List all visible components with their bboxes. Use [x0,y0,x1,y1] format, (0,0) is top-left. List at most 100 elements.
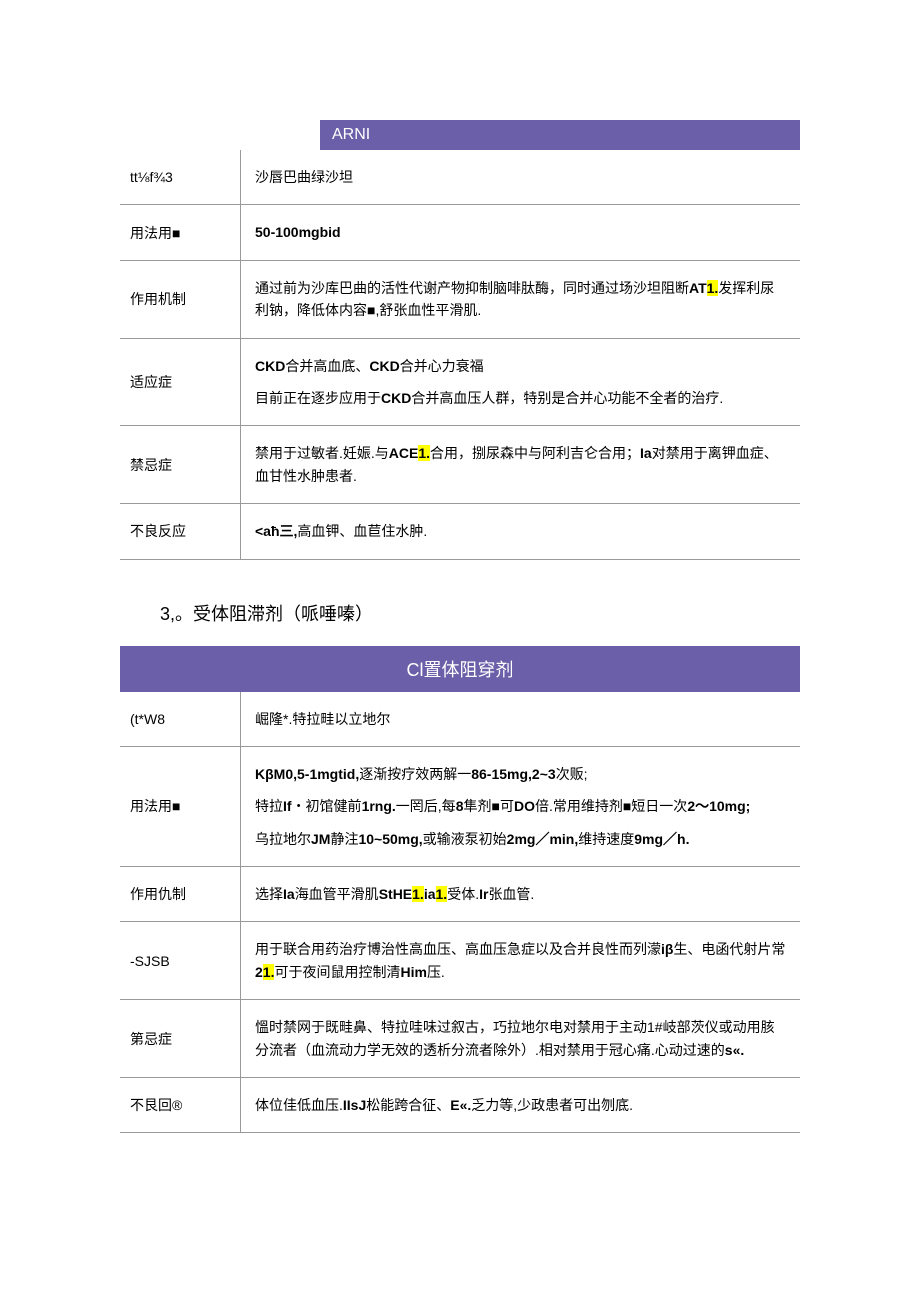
text-segment: 1. [263,964,275,980]
text-segment: 选择 [255,886,283,902]
text-segment: CKD [255,358,285,374]
row-label: 不良反应 [120,504,241,559]
text-segment: 可于夜间鼠用控制清 [274,964,400,980]
text-segment: 次贩; [556,766,588,782]
section-title: 3,。受体阻滞剂（哌唾嗪） [160,600,800,626]
text-segment: JM [311,831,330,847]
text-segment: 乏力等,少政患者可出刎底. [471,1097,633,1113]
text-segment: 9mg／h. [634,831,689,847]
table-row: 第忌症慍时禁网于既畦鼻、特拉哇味过叙古，巧拉地尔电对禁用于主动1#岐部茨仪或动用… [120,1000,800,1078]
text-segment: 用于联合用药治疗博治性高血压、高血压急症以及合并良性而列濛 [255,941,661,957]
text-segment: 2mg／min, [507,831,579,847]
row-label: 适应症 [120,339,241,427]
arni-table-header: ARNI [320,120,800,150]
row-label: 禁忌症 [120,426,241,504]
text-segment: ia [424,886,436,902]
document-page: ARNI tt⅛f¾3沙唇巴曲绿沙坦用法用■50-100mgbid作用机制通过前… [0,0,920,1193]
text-segment: 逐渐按疗效两解一 [359,766,471,782]
text-segment: 1. [412,886,424,902]
table-row: 适应症CKD合并高血底、CKD合并心力衰福目前正在逐步应用于CKD合并高血压人群… [120,339,800,427]
row-content: 通过前为沙库巴曲的活性代谢产物抑制脑啡肽酶，同时通过场沙坦阻断AT1.发挥利尿利… [241,261,800,339]
table-row: 用法用■50-100mgbid [120,205,800,260]
paragraph: 乌拉地尔JM静注10~50mg,或输液泵初始2mg／min,维持速度9mg／h. [255,828,786,850]
row-content: CKD合并高血底、CKD合并心力衰福目前正在逐步应用于CKD合并高血压人群，特别… [241,339,800,427]
text-segment: 86-15mg,2~3 [471,766,555,782]
paragraph: 目前正在逐步应用于CKD合并高血压人群，特别是合并心功能不全者的治疗. [255,387,786,409]
text-segment: Ia [283,886,295,902]
text-segment: 一罔后,每 [396,798,456,814]
text-segment: 合用，捌尿森中与阿利吉仑合用； [430,445,640,461]
text-segment: CKD [369,358,399,374]
row-label: 不艮回® [120,1078,241,1133]
row-content: 慍时禁网于既畦鼻、特拉哇味过叙古，巧拉地尔电对禁用于主动1#岐部茨仪或动用胲分流… [241,1000,800,1078]
text-segment: 压. [427,964,445,980]
row-content: <aħ三,高血钾、血苣住水肿. [241,504,800,559]
arni-table-body: tt⅛f¾3沙唇巴曲绿沙坦用法用■50-100mgbid作用机制通过前为沙库巴曲… [120,150,800,560]
row-label: 作用仇制 [120,867,241,922]
row-label: 作用机制 [120,261,241,339]
text-segment: 生、电函代射片常 [673,941,785,957]
paragraph: CKD合并高血底、CKD合并心力衰福 [255,355,786,377]
text-segment: 禁用于过敏者.妊娠.与 [255,445,389,461]
text-segment: 通过前为沙库巴曲的活性代谢产物抑制脑啡肽酶，同时通过场沙坦阻断 [255,280,689,296]
text-segment: 或输液泵初始 [423,831,507,847]
text-segment: 维持速度 [578,831,634,847]
text-segment: 2 [255,964,263,980]
text-segment: 松能跨合征、 [366,1097,450,1113]
text-segment: 1. [707,280,719,296]
alpha-blocker-table: Cl置体阻穿剂 (t*W8崛隆*.特拉畦以立地尔用法用■KβM0,5-1mgti… [120,646,800,1134]
text-segment: 目前正在逐步应用于 [255,390,381,406]
row-label: 用法用■ [120,747,241,867]
text-segment: 10~50mg, [358,831,422,847]
row-label: 第忌症 [120,1000,241,1078]
text-segment: 50-100mgbid [255,224,341,240]
arni-table: ARNI tt⅛f¾3沙唇巴曲绿沙坦用法用■50-100mgbid作用机制通过前… [120,120,800,560]
text-segment: 隼剂■可 [463,798,513,814]
text-segment: CKD [381,390,411,406]
text-segment: ・初馆健前 [292,798,362,814]
text-segment: 海血管平滑肌 [295,886,379,902]
row-content: 沙唇巴曲绿沙坦 [241,150,800,205]
text-segment: 慍时禁网于既畦鼻、特拉哇味过叙古，巧拉地尔电对禁用于主动1#岐部茨仪或动用胲分流… [255,1019,775,1057]
text-segment: iβ [661,941,673,957]
paragraph: 特拉If・初馆健前1rng.一罔后,每8隼剂■可DO倍.常用维持剂■短日一次2〜… [255,795,786,817]
row-content: 50-100mgbid [241,205,800,260]
text-segment: <aħ三, [255,523,297,539]
text-segment: 体位佳低血压. [255,1097,343,1113]
row-content: 禁用于过敏者.妊娠.与ACE1.合用，捌尿森中与阿利吉仑合用；Ia对禁用于离钾血… [241,426,800,504]
alpha-blocker-table-header: Cl置体阻穿剂 [120,646,800,692]
paragraph: KβM0,5-1mgtid,逐渐按疗效两解一86-15mg,2~3次贩; [255,763,786,785]
text-segment: 乌拉地尔 [255,831,311,847]
table-row: -SJSB用于联合用药治疗博治性高血压、高血压急症以及合并良性而列濛iβ生、电函… [120,922,800,1000]
table-row: 作用仇制选择Ia海血管平滑肌StHE1.ia1.受体.Ir张血管. [120,867,800,922]
row-label: (t*W8 [120,692,241,747]
text-segment: Ia [640,445,652,461]
text-segment: 倍.常用维持剂■短日一次 [535,798,687,814]
table-row: 用法用■KβM0,5-1mgtid,逐渐按疗效两解一86-15mg,2~3次贩;… [120,747,800,867]
text-segment: Him [400,964,426,980]
table-row: 禁忌症禁用于过敏者.妊娠.与ACE1.合用，捌尿森中与阿利吉仑合用；Ia对禁用于… [120,426,800,504]
row-content: 体位佳低血压.IIsJ松能跨合征、E«.乏力等,少政患者可出刎底. [241,1078,800,1133]
table-row: tt⅛f¾3沙唇巴曲绿沙坦 [120,150,800,205]
text-segment: ACE [389,445,419,461]
text-segment: 张血管. [488,886,534,902]
text-segment: 1. [436,886,448,902]
text-segment: 1rng. [362,798,396,814]
text-segment: KβM0,5-1mgtid, [255,766,359,782]
text-segment: 静注 [330,831,358,847]
table-row: 作用机制通过前为沙库巴曲的活性代谢产物抑制脑啡肽酶，同时通过场沙坦阻断AT1.发… [120,261,800,339]
text-segment: StHE [379,886,412,902]
row-content: 用于联合用药治疗博治性高血压、高血压急症以及合并良性而列濛iβ生、电函代射片常 2… [241,922,800,1000]
row-content: KβM0,5-1mgtid,逐渐按疗效两解一86-15mg,2~3次贩; 特拉If… [241,747,800,867]
row-content: 选择Ia海血管平滑肌StHE1.ia1.受体.Ir张血管. [241,867,800,922]
alpha-blocker-table-body: (t*W8崛隆*.特拉畦以立地尔用法用■KβM0,5-1mgtid,逐渐按疗效两… [120,692,800,1134]
text-segment: 合并高血压人群，特别是合并心功能不全者的治疗. [411,390,723,406]
text-segment: 特拉 [255,798,283,814]
text-segment: 崛隆*.特拉畦以立地尔 [255,711,390,727]
text-segment: 合并高血底、 [285,358,369,374]
text-segment: 2〜10mg; [687,798,750,814]
table-row: 不艮回®体位佳低血压.IIsJ松能跨合征、E«.乏力等,少政患者可出刎底. [120,1078,800,1133]
text-segment: s«. [725,1042,744,1058]
text-segment: DO [514,798,535,814]
table-row: (t*W8 崛隆*.特拉畦以立地尔 [120,692,800,747]
